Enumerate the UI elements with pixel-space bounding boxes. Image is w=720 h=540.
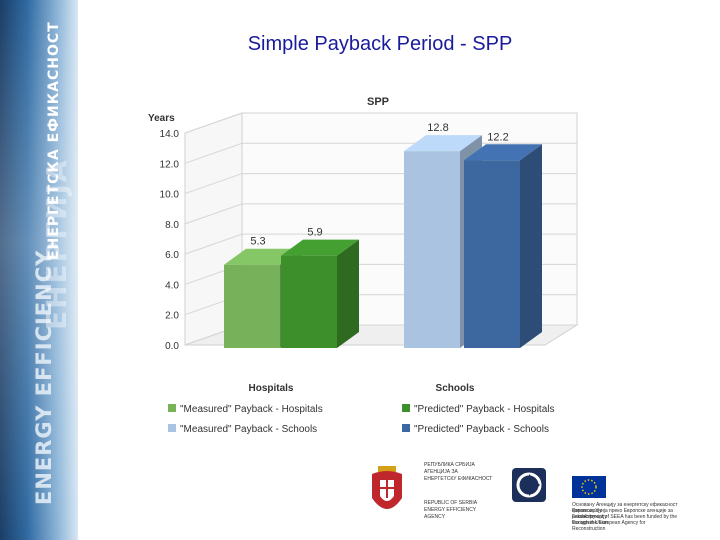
seea-emblem-logo <box>510 460 550 530</box>
eu-text-2: Европска Унија преко Европске агенције з… <box>572 508 673 520</box>
gridline <box>184 112 577 134</box>
legend-swatch <box>402 404 410 412</box>
eu-funding-logo: Основану Агенцију за енергетску ефикасно… <box>570 460 680 532</box>
y-tick-label: 6.0 <box>165 250 179 261</box>
y-tick-label: 8.0 <box>165 220 179 231</box>
y-tick-label: 12.0 <box>160 159 180 170</box>
chart-title: SPP <box>367 96 389 108</box>
bar <box>224 264 280 348</box>
bar-value-label: 12.8 <box>427 122 448 134</box>
bar-top <box>464 144 542 161</box>
serbia-coat-of-arms-logo <box>368 460 406 530</box>
bar <box>404 151 460 348</box>
bar-value-label: 5.3 <box>250 236 265 248</box>
agency-line-2: АГЕНЦИЈА ЗА <box>424 469 458 475</box>
eu-text-1: Основану Агенцију за енергетску ефикасно… <box>572 502 678 514</box>
legend-swatch <box>402 424 410 432</box>
y-tick-label: 0.0 <box>165 341 179 352</box>
agency-line-1: РЕПУБЛИКА СРБИЈА <box>424 462 475 468</box>
bar-value-label: 12.2 <box>487 131 508 143</box>
legend-swatch <box>168 404 176 412</box>
sidebar-banner: ENERGY EFFICIENCY ЕНЕРГИЈА ЕНЕРГЕТСКА ЕФ… <box>0 0 78 540</box>
slide-title: Simple Payback Period - SPP <box>247 33 513 55</box>
eu-flag-icon <box>572 476 606 498</box>
eu-text-4: through the European Agency for Reconstr… <box>572 520 646 532</box>
legend-label: "Measured" Payback - Hospitals <box>180 404 323 415</box>
bar-side <box>520 144 542 348</box>
y-tick-label: 4.0 <box>165 280 179 291</box>
legend-label: "Measured" Payback - Schools <box>180 424 317 435</box>
y-tick-label: 10.0 <box>160 190 180 201</box>
legend-swatch <box>168 424 176 432</box>
spp-chart: 0.0 2.0 4.0 6.0 8.0 10.0 12.0 14.0 Years SPP Hospi… <box>148 96 579 435</box>
bar <box>464 160 520 348</box>
legend-label: "Predicted" Payback - Hospitals <box>414 404 555 415</box>
serbia-agency-logo-text: РЕПУБЛИКА СРБИЈА АГЕНЦИЈА ЗА ЕНЕРГЕТСКУ … <box>424 460 504 530</box>
legend-label: "Predicted" Payback - Schools <box>414 424 549 435</box>
agency-line-3: ЕНЕРГЕТСКУ ЕФИКАСНОСТ <box>424 476 493 482</box>
bar-value-label: 5.9 <box>307 227 322 239</box>
bar <box>281 255 337 348</box>
bar-top <box>404 135 482 152</box>
agency-line-4: REPUBLIC OF SERBIA <box>424 500 478 506</box>
sidebar-glow <box>0 0 78 540</box>
coat-of-arms-icon <box>372 466 402 509</box>
category-label: Hospitals <box>248 383 293 394</box>
agency-line-6: AGENCY <box>424 514 446 520</box>
seea-emblem-icon <box>512 468 546 502</box>
y-axis-label: Years <box>148 113 175 124</box>
bar-top <box>281 239 359 256</box>
agency-line-5: ENERGY EFFICIENCY <box>424 507 477 513</box>
category-label: Schools <box>436 383 475 394</box>
bar-side <box>337 239 359 348</box>
y-tick-label: 2.0 <box>165 311 179 322</box>
eu-text-3: Establishment of SEEA has been funded by… <box>572 514 678 526</box>
y-tick-label: 14.0 <box>160 129 180 140</box>
